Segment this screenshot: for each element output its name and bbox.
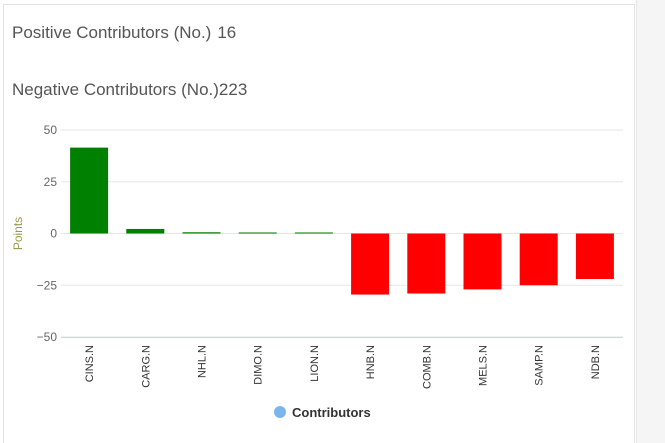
positive-contributors-stat: Positive Contributors (No.) 16: [12, 23, 236, 43]
page-gutter: [636, 0, 665, 443]
negative-contributors-value: 223: [218, 80, 248, 99]
x-tick-label: CINS.N: [84, 345, 96, 382]
x-tick-label: NDB.N: [590, 345, 602, 379]
x-tick-label: MELS.N: [478, 345, 490, 386]
chart-legend[interactable]: Contributors: [274, 405, 371, 420]
bar-mels-n[interactable]: [463, 233, 502, 290]
bar-samp-n[interactable]: [519, 233, 558, 286]
bar-comb-n[interactable]: [407, 233, 446, 294]
y-tick-label: −25: [37, 278, 58, 292]
y-tick-label: 50: [44, 123, 58, 137]
y-tick-label: −50: [37, 330, 58, 344]
positive-contributors-value: 16: [217, 23, 237, 42]
negative-contributors-stat: Negative Contributors (No.)223: [12, 80, 247, 100]
legend-label: Contributors: [292, 405, 371, 420]
contributors-bar-chart: 50 25 0 −25 −50 Points CINS.N CARG.N NHL.N DIMO.N…: [11, 123, 623, 389]
y-tick-label: 0: [50, 227, 57, 241]
x-tick-label: COMB.N: [421, 345, 433, 389]
x-tick-label: HNB.N: [365, 345, 377, 379]
bar-dimo-n[interactable]: [238, 232, 277, 234]
contributors-panel: [3, 4, 635, 443]
bar-lion-n[interactable]: [294, 232, 333, 234]
x-tick-label: LION.N: [309, 345, 321, 382]
x-tick-label: SAMP.N: [534, 345, 546, 386]
positive-contributors-label: Positive Contributors (No.): [12, 23, 212, 42]
legend-marker-icon: [274, 406, 286, 418]
bar-carg-n[interactable]: [126, 228, 165, 234]
y-axis-title: Points: [11, 217, 25, 250]
x-tick-label: CARG.N: [140, 345, 152, 388]
bar-nhl-n[interactable]: [182, 232, 221, 234]
x-tick-label: NHL.N: [197, 345, 209, 378]
bar-hnb-n[interactable]: [351, 233, 390, 295]
bar-ndb-n[interactable]: [575, 233, 614, 280]
y-tick-label: 25: [44, 175, 58, 189]
negative-contributors-label: Negative Contributors (No.): [12, 80, 219, 99]
bar-cins-n[interactable]: [70, 147, 109, 234]
x-tick-label: DIMO.N: [253, 345, 265, 385]
